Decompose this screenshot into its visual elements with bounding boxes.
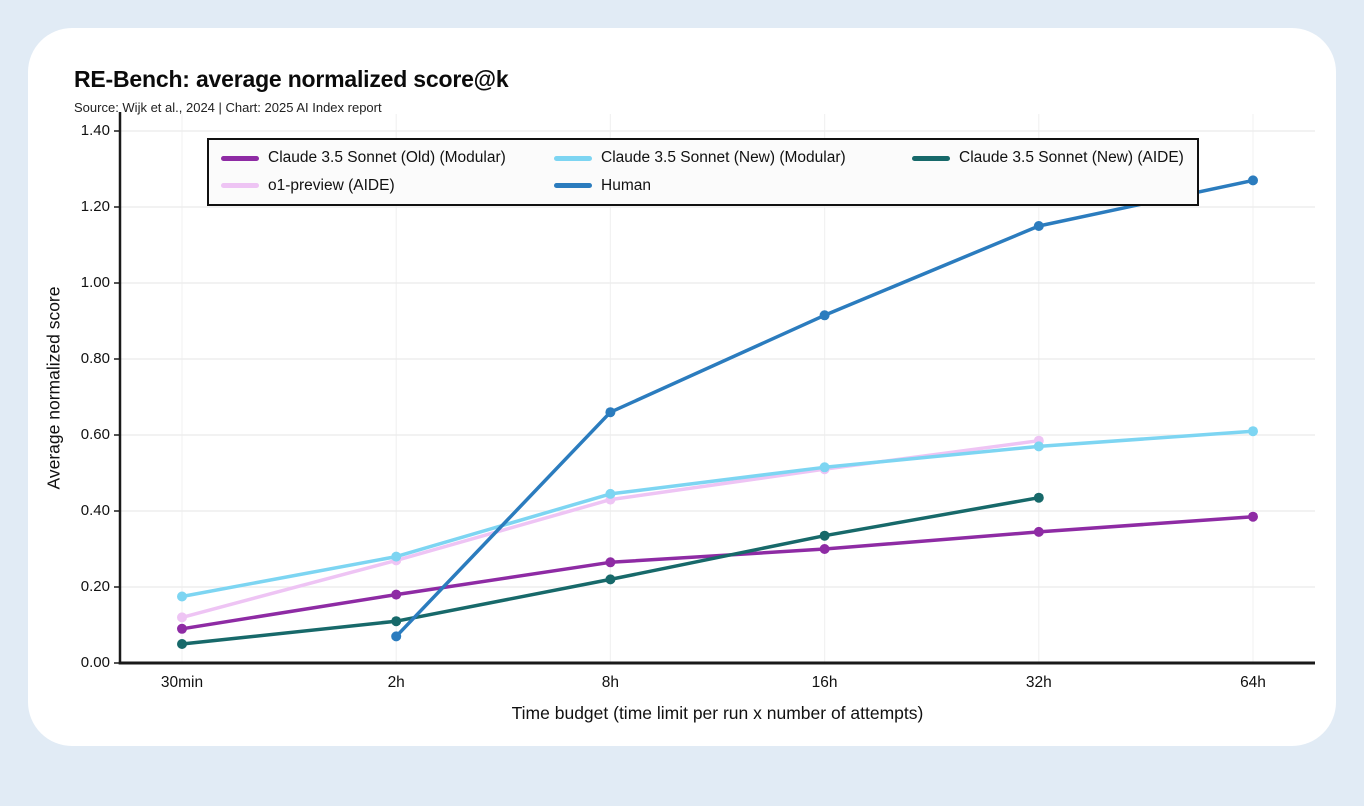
data-point (177, 623, 187, 634)
data-point (1248, 511, 1258, 522)
legend-item-label: Claude 3.5 Sonnet (New) (AIDE) (959, 149, 1184, 167)
legend-item: Human (554, 177, 912, 195)
y-tick-label: 1.20 (80, 198, 110, 215)
data-point (605, 574, 616, 585)
y-tick-label: 0.80 (80, 350, 110, 367)
legend-swatch (554, 183, 592, 188)
legend-item: Claude 3.5 Sonnet (New) (Modular) (554, 149, 912, 167)
x-tick-label: 16h (811, 674, 838, 691)
x-tick-label: 8h (601, 674, 620, 691)
y-tick-label: 0.00 (80, 654, 110, 671)
data-point (391, 631, 402, 642)
chart-title: RE-Bench: average normalized score@k (74, 66, 509, 92)
data-point (1033, 441, 1044, 452)
legend-item-label: Human (601, 176, 651, 194)
legend-item: Claude 3.5 Sonnet (New) (AIDE) (912, 149, 1185, 167)
y-tick-label: 0.40 (80, 502, 110, 519)
legend-swatch (912, 156, 950, 161)
legend-swatch (554, 156, 592, 161)
line-chart (114, 112, 1315, 665)
y-tick-label: 0.20 (80, 578, 110, 595)
x-axis-title: Time budget (time limit per run x number… (511, 703, 924, 723)
chart-card: Average normalized score Time budget (ti… (28, 28, 1336, 746)
data-point (819, 462, 830, 473)
data-point (1248, 426, 1258, 437)
y-tick-label: 1.40 (80, 122, 110, 139)
legend-item-label: Claude 3.5 Sonnet (New) (Modular) (601, 149, 846, 167)
chart-source: Source: Wijk et al., 2024 | Chart: 2025 … (74, 100, 382, 115)
legend: Claude 3.5 Sonnet (Old) (Modular) Claude … (207, 138, 1199, 206)
data-point (1033, 492, 1044, 503)
data-point (819, 310, 830, 321)
legend-item: Claude 3.5 Sonnet (Old) (Modular) (221, 149, 554, 167)
data-point (177, 591, 187, 602)
data-point (177, 612, 187, 623)
y-axis-title: Average normalized score (43, 286, 64, 490)
data-point (1248, 175, 1258, 186)
series-line (180, 514, 1255, 631)
x-tick-label: 32h (1025, 674, 1052, 691)
data-point (819, 530, 830, 541)
y-tick-label: 0.60 (80, 426, 110, 443)
data-point (605, 557, 616, 568)
y-tick-label: 1.00 (80, 274, 110, 291)
data-point (177, 639, 187, 649)
x-tick-label: 64h (1240, 674, 1266, 691)
data-point (1033, 221, 1044, 231)
data-point (391, 616, 402, 627)
series-line (180, 429, 1255, 599)
data-point (819, 544, 830, 554)
legend-swatch (221, 156, 259, 161)
data-point (391, 589, 402, 600)
x-tick-label: 30min (160, 674, 204, 691)
legend-item-label: o1-preview (AIDE) (268, 176, 395, 194)
data-point (605, 488, 616, 499)
data-point (605, 407, 616, 418)
legend-swatch (221, 183, 259, 188)
x-tick-label: 2h (387, 674, 405, 691)
legend-item-label: Claude 3.5 Sonnet (Old) (Modular) (268, 149, 506, 167)
legend-item: o1-preview (AIDE) (221, 177, 554, 195)
chart-area: Average normalized score Time budget (ti… (28, 28, 1336, 746)
data-point (391, 551, 402, 562)
data-point (1033, 526, 1044, 537)
